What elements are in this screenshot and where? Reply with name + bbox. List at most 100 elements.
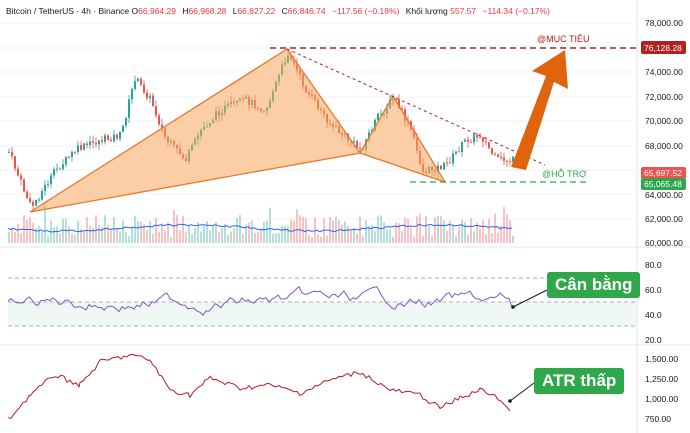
volume-bar	[191, 233, 193, 243]
volume-bar	[341, 224, 343, 243]
volume-bar	[326, 235, 328, 243]
atr-line[interactable]	[7, 353, 511, 419]
pattern-triangle-right[interactable]	[359, 94, 447, 184]
candle-body	[101, 140, 103, 142]
volume-bar	[347, 225, 349, 243]
candle-body	[482, 137, 484, 142]
candle-body	[491, 148, 493, 155]
volume-bar	[125, 232, 127, 243]
candle-body	[458, 151, 460, 153]
volume-bar	[389, 229, 391, 243]
volume-bar	[365, 220, 367, 243]
candle-body	[161, 124, 163, 129]
volume-bar	[110, 228, 112, 243]
rsi-tick: 80.0	[645, 260, 662, 270]
price-tick: 64,000.00	[645, 190, 683, 200]
candle-body	[86, 143, 88, 146]
candle-body	[359, 147, 361, 149]
volume-bar	[449, 220, 451, 243]
candle-body	[467, 139, 469, 142]
volume-bar	[32, 222, 34, 243]
price-tick: 72,000.00	[645, 92, 683, 102]
candle-body	[488, 142, 490, 149]
volume-bar	[194, 227, 196, 243]
target-arrow[interactable]	[511, 50, 568, 170]
volume-bar	[131, 226, 133, 243]
volume-bar	[374, 231, 376, 243]
volume-bar	[497, 232, 499, 243]
low-label: L	[232, 6, 238, 16]
volume-bar	[368, 226, 370, 243]
candle-body	[140, 78, 142, 85]
candle-body	[356, 140, 358, 148]
volume-bar	[263, 221, 265, 243]
candle-body	[353, 140, 355, 143]
descending-trendline[interactable]	[286, 48, 546, 166]
volume-bar	[308, 234, 310, 243]
volume-bar	[287, 226, 289, 243]
volume-bar	[482, 220, 484, 243]
volume-bar	[404, 217, 406, 243]
candle-body	[440, 165, 442, 170]
current-price-badge	[641, 167, 686, 179]
volume-bar	[119, 231, 121, 243]
volume-bar	[215, 221, 217, 243]
volume-bar	[299, 215, 301, 243]
high-label: H	[182, 6, 189, 16]
volume-bar	[461, 219, 463, 243]
candle-body	[32, 202, 34, 206]
volume-bar	[410, 227, 412, 243]
volume-bar	[488, 218, 490, 243]
volume-bar	[83, 230, 85, 243]
volume-bar	[20, 232, 22, 243]
volume-bar	[350, 230, 352, 243]
candle-body	[155, 106, 157, 116]
volume-bar	[470, 218, 472, 243]
candle-body	[503, 157, 505, 161]
rsi-tick: 40.0	[645, 310, 662, 320]
candle-body	[497, 154, 499, 157]
volume-bar	[362, 236, 364, 243]
rsi-tick: 20.0	[645, 335, 662, 345]
candle-body	[446, 162, 448, 164]
volume-bar	[41, 231, 43, 243]
candle-body	[74, 151, 76, 153]
volume-bar	[395, 222, 397, 243]
volume-bar	[398, 223, 400, 243]
rsi-line[interactable]	[7, 285, 513, 317]
volume-bar	[377, 215, 379, 243]
volume-bar	[269, 207, 271, 243]
volume-bar	[113, 217, 115, 243]
volume-bar	[230, 231, 232, 243]
rsi-band-fill	[8, 302, 637, 326]
volume-bar	[311, 236, 313, 243]
pattern-triangle-left[interactable]	[29, 48, 362, 213]
volume-bar	[89, 226, 91, 243]
candle-body	[77, 145, 79, 152]
volume-bar	[509, 220, 511, 243]
candle-body	[56, 168, 58, 170]
symbol-title[interactable]: Bitcoin / TetherUS · 4h · Binance	[6, 6, 130, 16]
atr-pointer-dot	[508, 399, 512, 403]
candle-body	[44, 184, 46, 191]
current-price-badge-text: 65,697.52	[644, 168, 682, 178]
volume-bar	[407, 218, 409, 243]
volume-bar	[479, 228, 481, 243]
candle-body	[50, 175, 52, 185]
volume-bar	[491, 233, 493, 243]
atr-tick: 1,250.00	[645, 374, 678, 384]
volume-bar	[38, 226, 40, 243]
candle-body	[449, 162, 451, 164]
candle-body	[134, 81, 136, 89]
candle-body	[464, 139, 466, 142]
volume-bar	[320, 236, 322, 243]
support-label: @HỖ TRỢ	[542, 168, 587, 179]
volume-bar	[173, 210, 175, 243]
volume-bar	[101, 227, 103, 243]
volume-bar	[44, 203, 46, 243]
candle-body	[455, 151, 457, 154]
price-tick: 70,000.00	[645, 116, 683, 126]
volume-bar	[260, 230, 262, 243]
volume-bar	[317, 234, 319, 243]
